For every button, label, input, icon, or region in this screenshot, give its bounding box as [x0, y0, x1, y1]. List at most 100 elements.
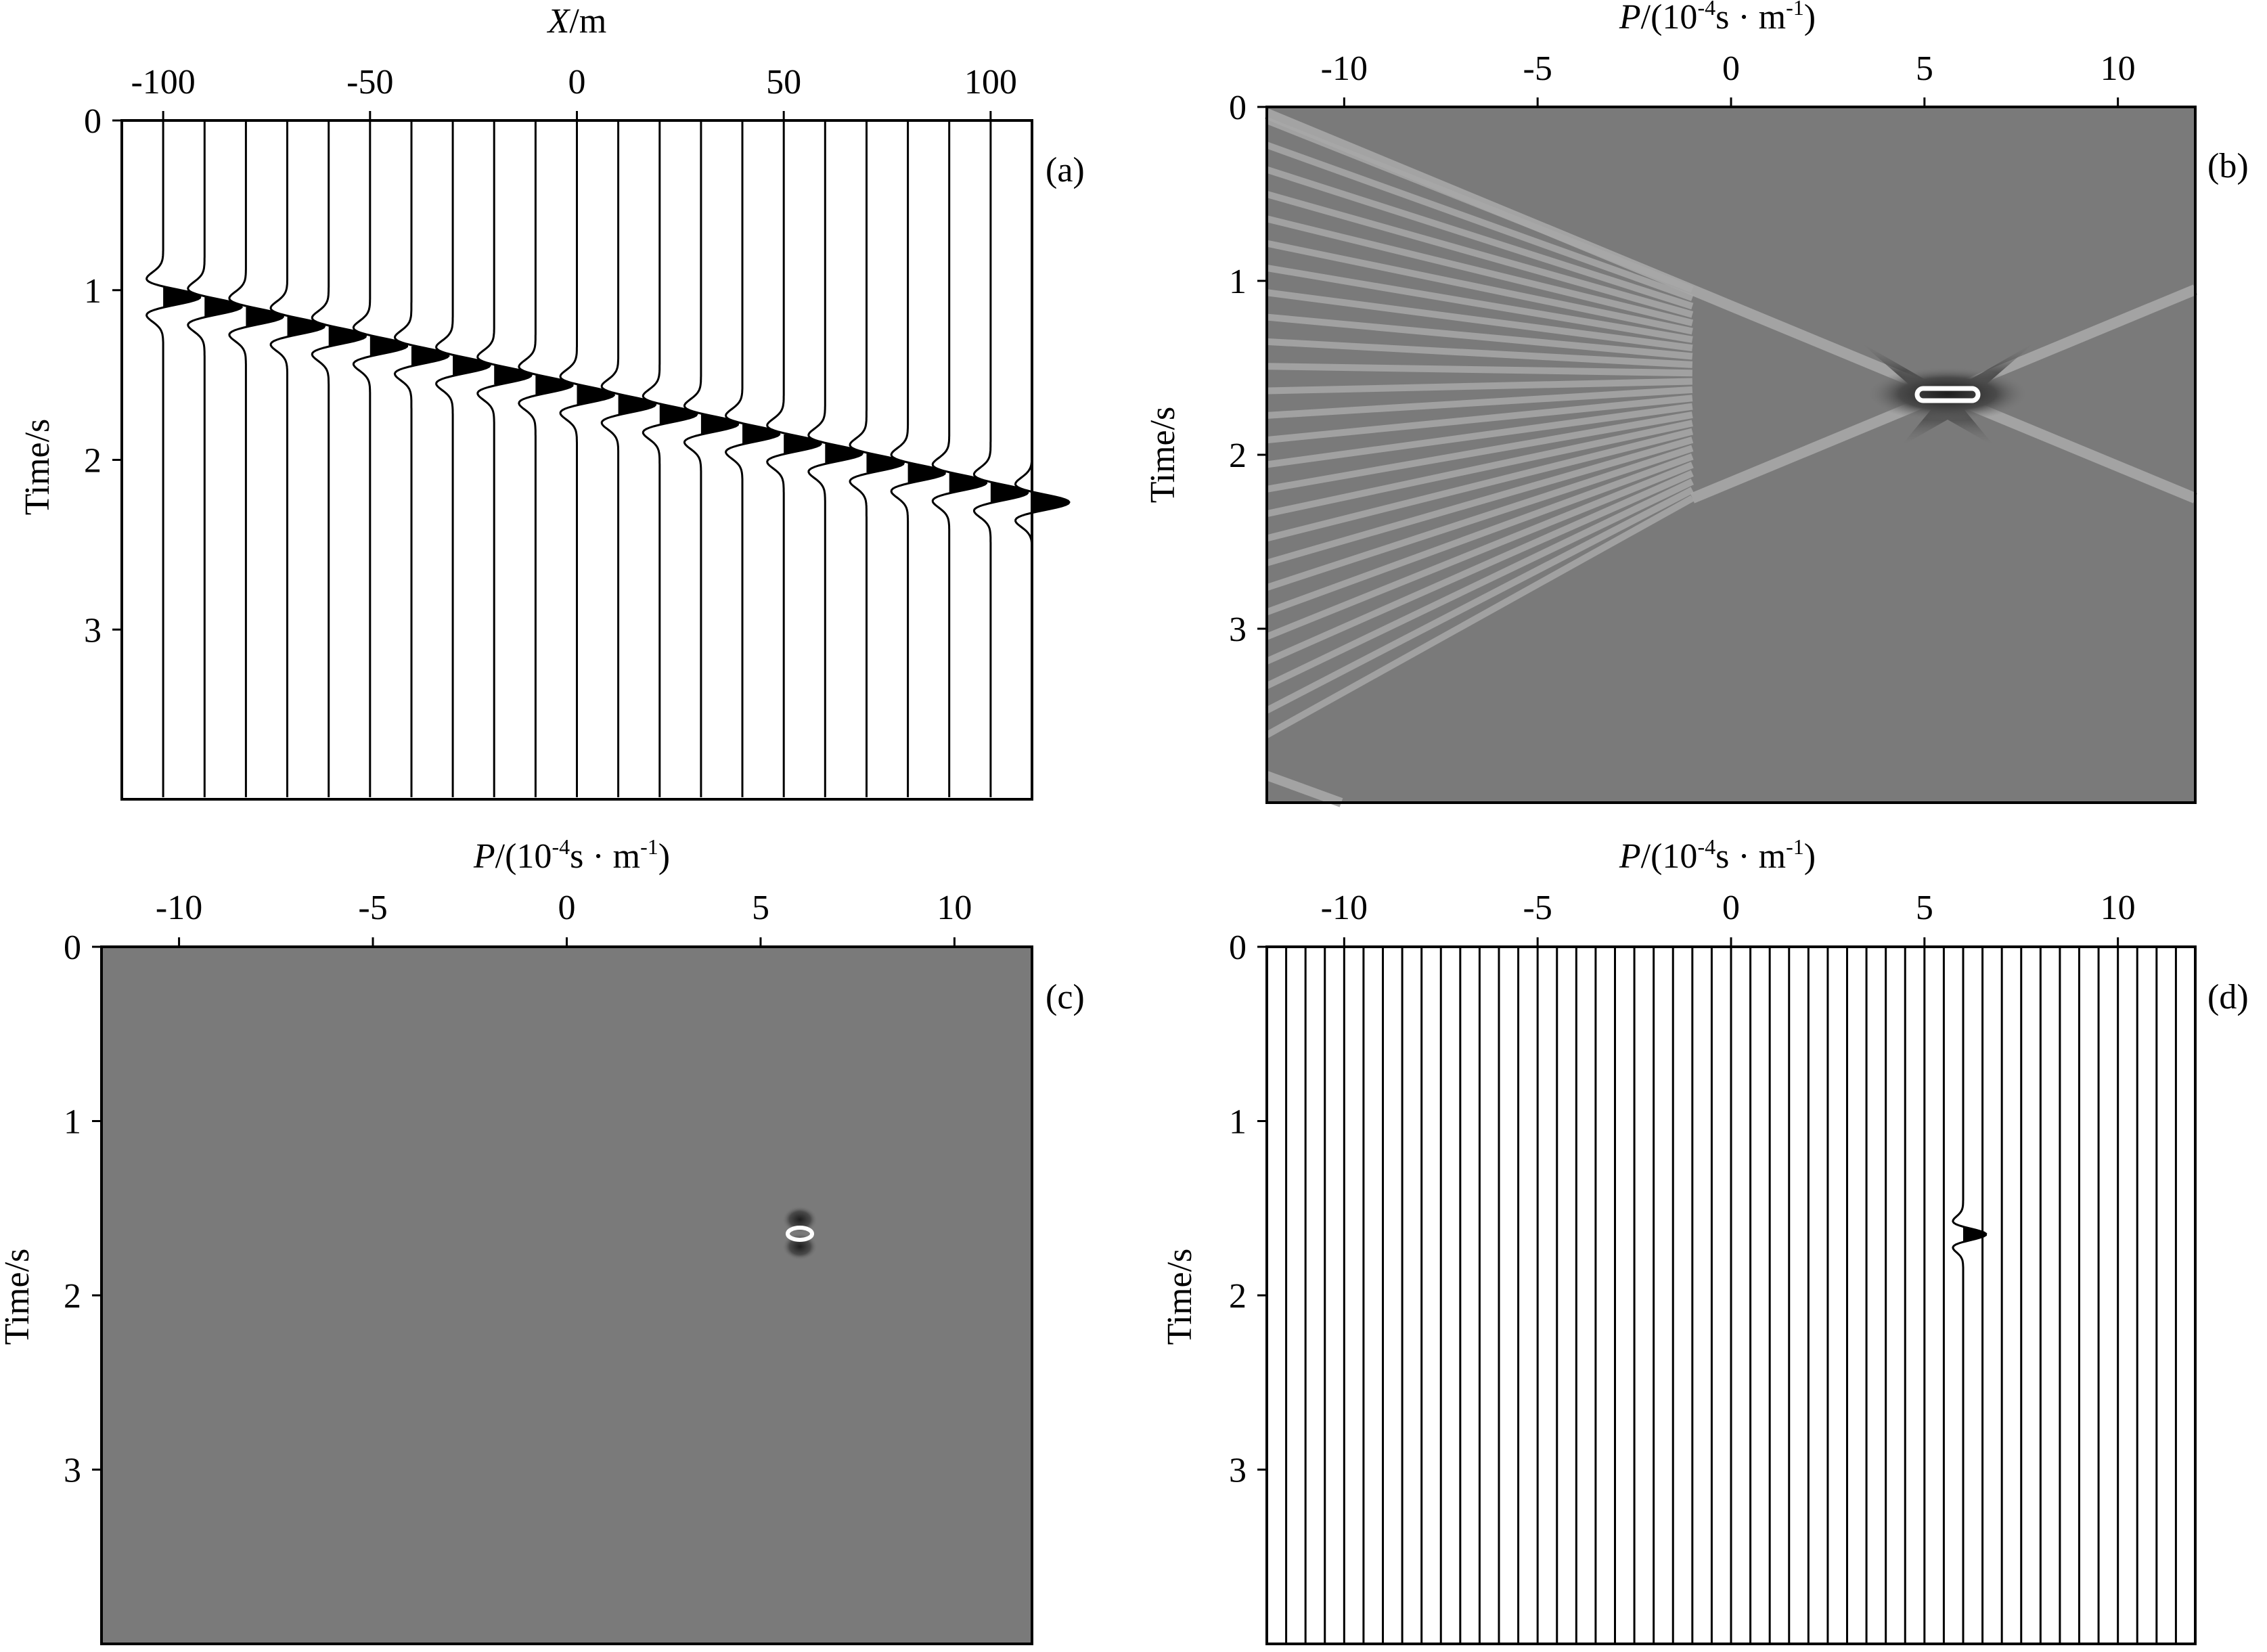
- panel-c-peak-white: [786, 1226, 814, 1242]
- panel-b-alias-band: [1266, 378, 1692, 395]
- panel-a-trace: [145, 122, 202, 797]
- c-y-tick-label: 2: [64, 1277, 81, 1316]
- panel-b-alias-band: [1265, 240, 1693, 335]
- panel-a-trace-fill: [907, 463, 945, 483]
- panel-b-alias-band: [1266, 386, 1693, 419]
- panel-b-y-ticks: 0 1 2 3: [1229, 89, 1267, 649]
- panel-b-alias-band: [1266, 403, 1693, 468]
- a-y-tick-label: 0: [84, 102, 102, 141]
- panel-a-x-ticks: -100 -50 0 50 100: [131, 63, 1017, 120]
- panel-a-trace: [352, 122, 408, 797]
- panel-c-y-ticks: 0 1 2 3: [64, 929, 102, 1490]
- panel-a-trace: [269, 122, 326, 797]
- panel-d-x-ticks: -10 -5 0 5 10: [1321, 889, 2136, 947]
- panel-b-alias-band: [1265, 487, 1694, 714]
- panel-a-trace: [311, 122, 367, 797]
- panel-b-x-axis-label: P/(10-4s · m-1): [1619, 0, 1816, 37]
- panel-b-bands: [1264, 108, 2198, 807]
- panel-b-x-band-down: [1264, 108, 2198, 504]
- panel-a-trace-fill: [577, 384, 614, 405]
- panel-a-trace-fill: [618, 395, 656, 414]
- d-x-tick-label: 10: [2101, 889, 2136, 927]
- panel-a-trace-fill: [949, 472, 987, 493]
- panel-a-trace: [931, 122, 988, 797]
- panel-b-alias-band: [1266, 338, 1693, 368]
- d-x-tick-label: -10: [1321, 889, 1368, 927]
- panel-b-peak-white: [1914, 386, 1981, 403]
- panel-b-y-axis-label: Time/s: [1144, 407, 1182, 504]
- panel-d-wiggle-section: -10 -5 0 5 10 0 1 2 3 P/(10-4s · m-1) Time/s (d…: [1161, 834, 2249, 1645]
- panel-a-trace-fill: [742, 424, 780, 444]
- panel-b-alias-band: [1265, 462, 1694, 640]
- panel-b-focus: [1860, 342, 2036, 447]
- panel-a-wiggle-section: -100 -50 0 50 100 0 1 2 3 X/m Time/s (a): [18, 2, 1085, 801]
- panel-b-alias-band: [1265, 166, 1694, 310]
- a-x-tick-label: 100: [964, 63, 1017, 102]
- panel-d-trace-event: [1952, 948, 1988, 1643]
- panel-b-alias-band: [1265, 215, 1694, 327]
- panel-a-trace-fill: [328, 326, 366, 347]
- panel-a-trace: [435, 122, 491, 797]
- panel-a-trace-fill: [163, 287, 200, 307]
- panel-b-corner-band: [1265, 771, 1343, 807]
- panel-a-y-ticks: 0 1 2 3: [84, 102, 122, 650]
- panel-c-x-ticks: -10 -5 0 5 10: [156, 889, 972, 947]
- panel-c-x-axis-label: P/(10-4s · m-1): [473, 834, 670, 876]
- c-x-tick-label: -10: [156, 889, 202, 927]
- panel-a-trace-fill: [535, 375, 573, 395]
- panel-b-alias-band: [1266, 363, 1692, 377]
- panel-a-traces: [145, 122, 1071, 797]
- b-x-tick-label: 10: [2101, 49, 2136, 88]
- panel-a-trace: [972, 122, 1029, 797]
- panel-b-alias-band: [1265, 478, 1694, 689]
- panel-a-label: (a): [1046, 151, 1085, 189]
- panel-a-trace-fill: [1032, 493, 1069, 512]
- panel-b-tau-p-image: -10 -5 0 5 10 0 1 2 3 P/(10-4s · m-1) Time/s (b…: [1144, 0, 2249, 807]
- d-y-tick-label: 1: [1229, 1103, 1247, 1142]
- panel-c-peak-dark-upper: [782, 1206, 817, 1233]
- panel-a-trace: [600, 122, 657, 797]
- d-y-tick-label: 2: [1229, 1277, 1247, 1316]
- panel-a-trace: [187, 122, 243, 797]
- panel-b-alias-band: [1265, 445, 1694, 591]
- panel-b-label: (b): [2207, 147, 2249, 185]
- panel-d-x-axis-label: P/(10-4s · m-1): [1619, 834, 1816, 876]
- panel-c-y-axis-label: Time/s: [0, 1249, 37, 1345]
- panel-a-trace-fill: [204, 296, 242, 317]
- a-x-tick-label: 50: [766, 63, 801, 102]
- panel-b-alias-band: [1266, 313, 1693, 360]
- c-x-tick-label: -5: [358, 889, 387, 927]
- panel-a-trace-fill: [453, 356, 491, 375]
- panel-b-alias-band: [1265, 141, 1694, 301]
- a-x-tick-label: -100: [131, 63, 195, 102]
- panel-a-trace-fill: [659, 405, 697, 424]
- panel-a-trace-fill: [825, 444, 863, 463]
- panel-a-trace: [228, 122, 285, 797]
- panel-c-label: (c): [1046, 978, 1085, 1017]
- panel-d-label: (d): [2207, 978, 2249, 1017]
- panel-a-trace: [724, 122, 781, 797]
- c-y-tick-label: 0: [64, 929, 81, 967]
- a-x-tick-label: 0: [568, 63, 586, 102]
- panel-b-alias-band: [1265, 437, 1694, 566]
- b-y-tick-label: 1: [1229, 263, 1247, 301]
- panel-b-background: [1267, 107, 2195, 803]
- panel-b-alias-band: [1265, 453, 1694, 616]
- panel-d-y-ticks: 0 1 2 3: [1229, 929, 1267, 1490]
- panel-a-trace-fill: [866, 453, 904, 472]
- panel-a-trace: [393, 122, 450, 797]
- panel-a-trace: [518, 122, 574, 797]
- b-x-tick-label: 5: [1916, 49, 1933, 88]
- panel-d-trace-event-fill: [1963, 1227, 1986, 1242]
- panel-b-alias-band: [1265, 495, 1694, 738]
- panel-c-background: [102, 947, 1032, 1644]
- panel-b-alias-band: [1265, 470, 1694, 665]
- c-x-tick-label: 5: [752, 889, 769, 927]
- b-y-tick-label: 0: [1229, 89, 1247, 127]
- panel-a-trace-fill: [990, 483, 1028, 502]
- panel-b-peak-dark: [1866, 367, 2029, 421]
- c-x-tick-label: 0: [558, 889, 576, 927]
- panel-b-alias-band: [1265, 191, 1694, 318]
- d-y-tick-label: 3: [1229, 1452, 1247, 1490]
